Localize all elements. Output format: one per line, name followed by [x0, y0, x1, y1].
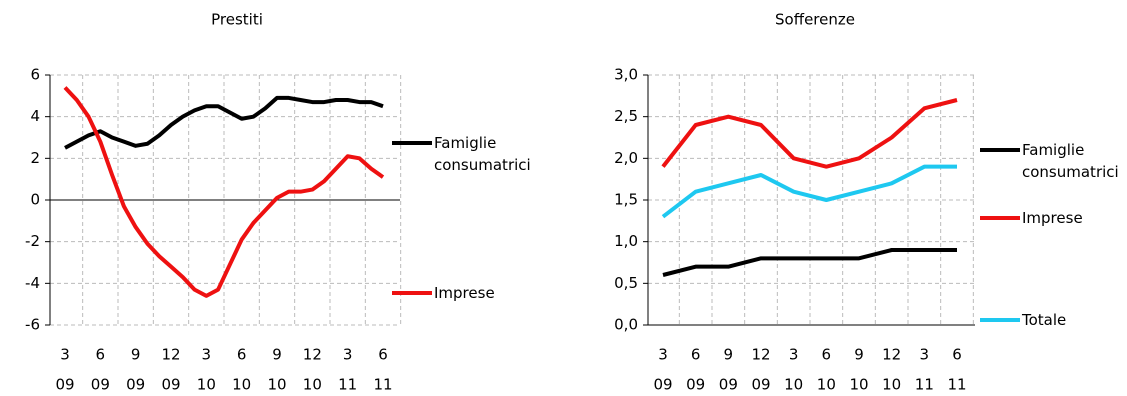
x-tick-label: 12 — [161, 346, 180, 364]
x-tick-label: 10 — [303, 376, 322, 394]
x-tick-label: 3 — [920, 346, 930, 364]
x-tick-label: 10 — [267, 376, 286, 394]
chart-title: Sofferenze — [775, 11, 855, 29]
y-tick-label: 2 — [30, 149, 40, 167]
legend-label: Imprese — [434, 284, 495, 302]
y-tick-label: 0,5 — [614, 274, 638, 292]
x-tick-label: 3 — [60, 346, 70, 364]
x-tick-label: 11 — [338, 376, 357, 394]
x-tick-label: 3 — [343, 346, 353, 364]
y-tick-label: 6 — [30, 66, 40, 84]
x-tick-label: 9 — [724, 346, 734, 364]
x-tick-label: 3 — [658, 346, 668, 364]
x-tick-label: 09 — [55, 376, 74, 394]
line — [63, 86, 385, 298]
x-tick-label: 6 — [96, 346, 106, 364]
x-tick-label: 6 — [952, 346, 962, 364]
x-tick-label: 9 — [131, 346, 141, 364]
legend-label: Imprese — [1022, 209, 1083, 227]
x-tick-label: 09 — [719, 376, 738, 394]
x-tick-label: 9 — [272, 346, 282, 364]
x-tick-label: 12 — [751, 346, 770, 364]
x-tick-label: 9 — [854, 346, 864, 364]
line — [64, 95, 384, 150]
x-tick-label: 10 — [197, 376, 216, 394]
x-tick-label: 09 — [751, 376, 770, 394]
y-tick-label: 0,0 — [614, 316, 638, 334]
x-tick-label: 09 — [126, 376, 145, 394]
x-tick-label: 09 — [653, 376, 672, 394]
x-tick-label: 3 — [202, 346, 212, 364]
chart-title: Prestiti — [211, 11, 263, 29]
legend-label: Famiglie consumatrici — [1022, 141, 1119, 181]
legend-label: Famiglie consumatrici — [434, 134, 531, 174]
x-tick-label: 11 — [373, 376, 392, 394]
y-tick-label: -4 — [25, 274, 40, 292]
x-tick-label: 09 — [91, 376, 110, 394]
line — [661, 98, 958, 169]
y-tick-label: -2 — [25, 232, 40, 250]
y-tick-label: 3,0 — [614, 66, 638, 84]
x-tick-label: 6 — [691, 346, 701, 364]
x-tick-label: 11 — [947, 376, 966, 394]
x-tick-label: 11 — [915, 376, 934, 394]
x-tick-label: 09 — [161, 376, 180, 394]
x-tick-label: 10 — [882, 376, 901, 394]
y-tick-label: 2,0 — [614, 149, 638, 167]
y-tick-label: 1,5 — [614, 191, 638, 209]
x-tick-label: 6 — [378, 346, 388, 364]
line — [661, 164, 957, 219]
x-tick-label: 6 — [822, 346, 832, 364]
y-tick-label: 0 — [30, 191, 40, 209]
x-tick-label: 12 — [882, 346, 901, 364]
x-tick-label: 10 — [817, 376, 836, 394]
x-tick-label: 3 — [789, 346, 799, 364]
line — [662, 248, 957, 277]
x-tick-label: 09 — [686, 376, 705, 394]
x-tick-label: 6 — [237, 346, 247, 364]
y-tick-label: 2,5 — [614, 107, 638, 125]
x-tick-label: 10 — [849, 376, 868, 394]
x-tick-label: 12 — [303, 346, 322, 364]
y-tick-label: 1,0 — [614, 232, 638, 250]
legend-label: Totale — [1022, 311, 1067, 329]
x-tick-label: 10 — [784, 376, 803, 394]
x-tick-label: 10 — [232, 376, 251, 394]
y-tick-label: -6 — [25, 316, 40, 334]
y-tick-label: 4 — [30, 107, 40, 125]
